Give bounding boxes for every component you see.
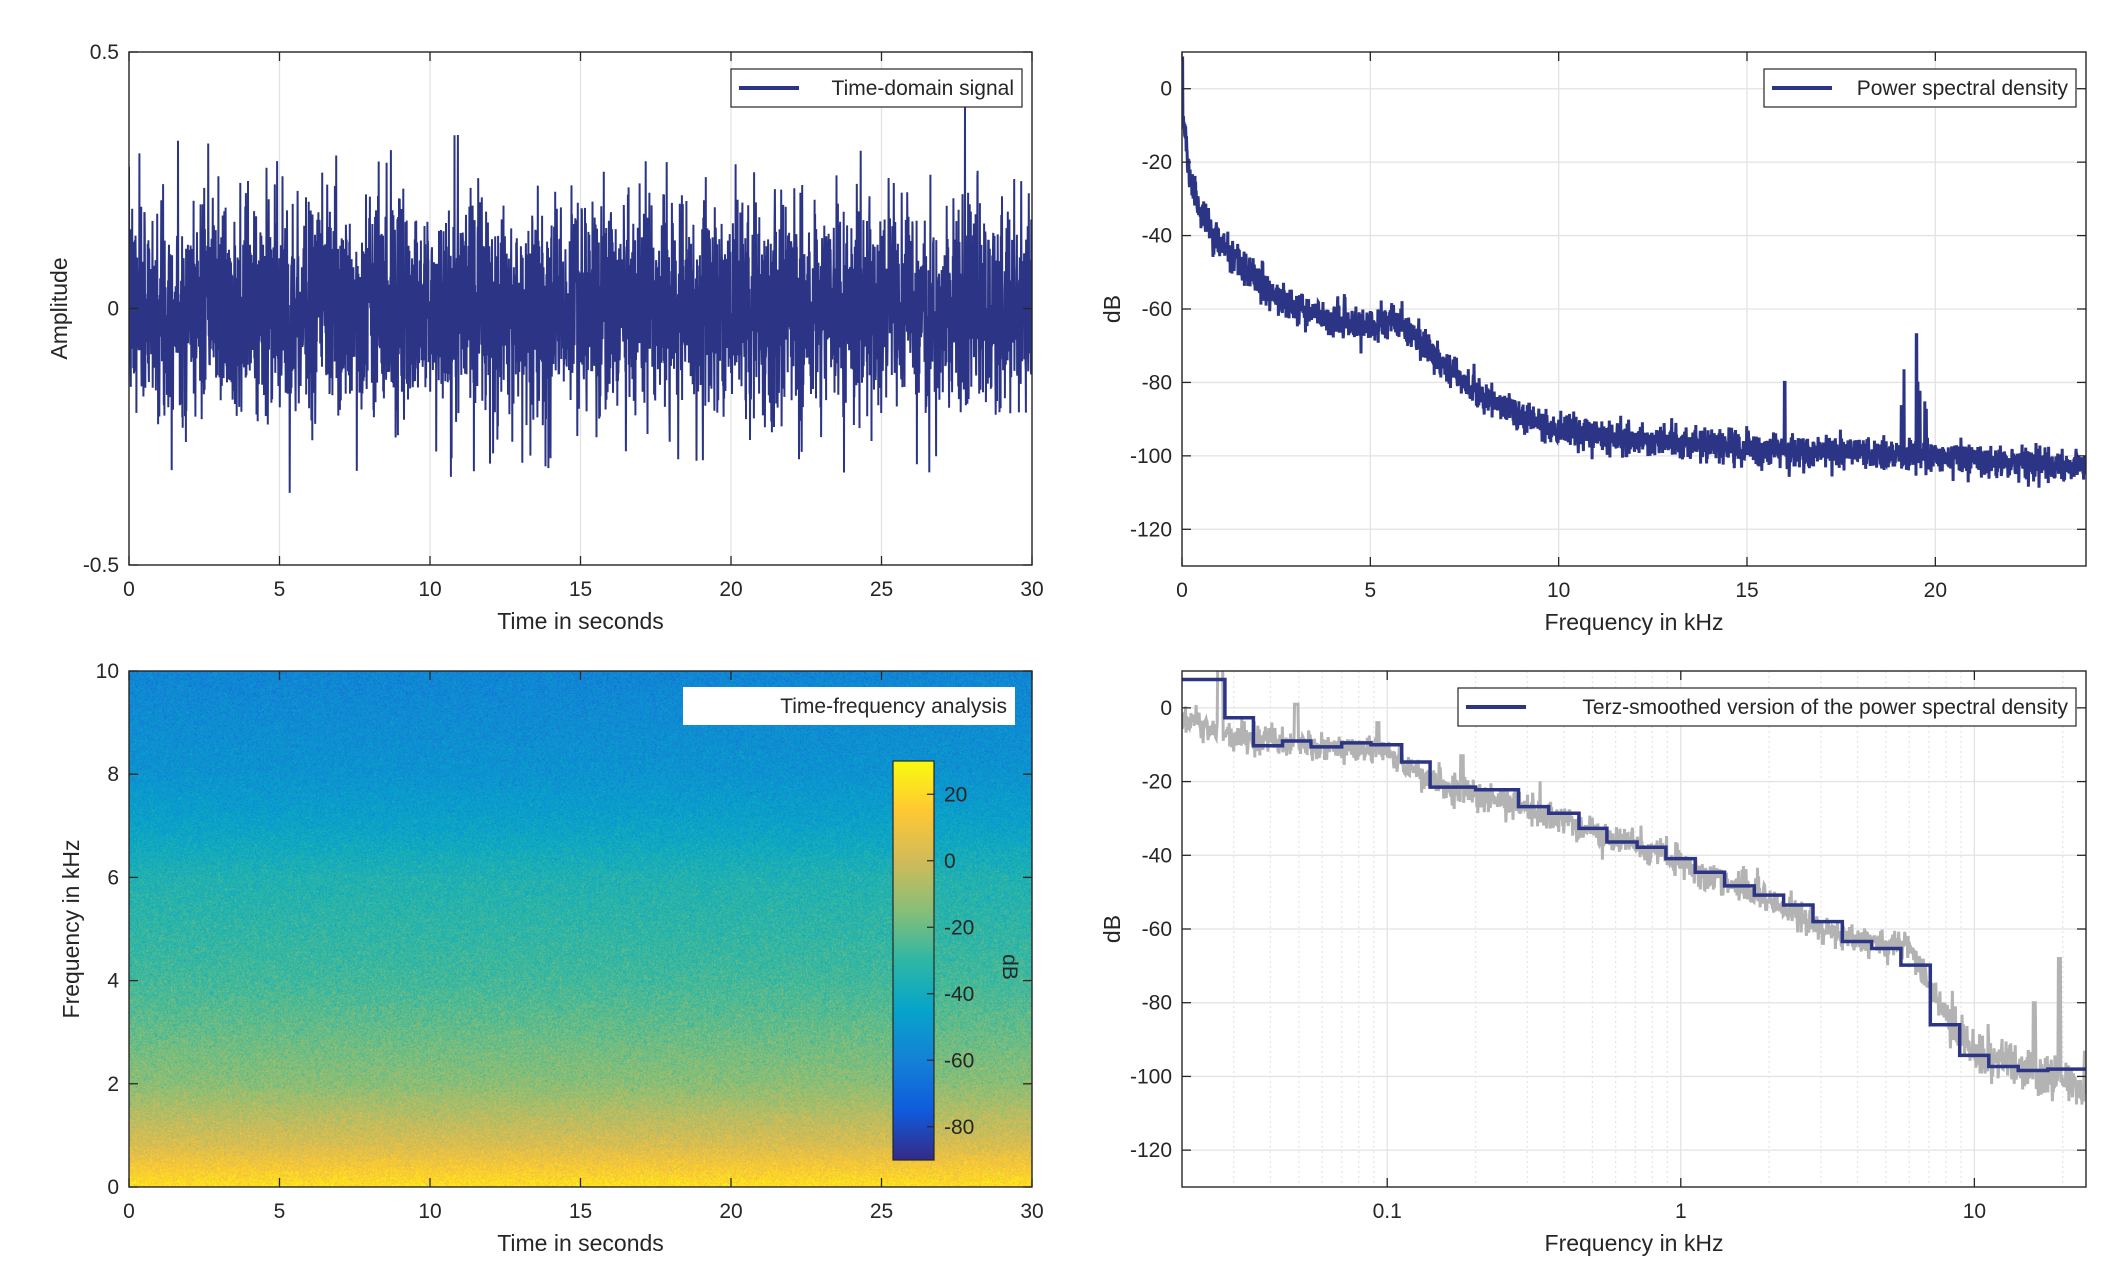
y-tick-label: 0.5 — [90, 41, 119, 64]
y-tick-label: -60 — [1142, 918, 1172, 941]
x-axis-label: Time in seconds — [497, 1230, 664, 1256]
x-tick-label: 25 — [870, 1200, 893, 1223]
colorbar-tick-label: -60 — [944, 1049, 974, 1072]
plot-content — [1182, 56, 2086, 488]
legend[interactable]: Time-domain signal — [730, 68, 1023, 108]
colorbar-tick-label: 0 — [944, 850, 956, 873]
y-tick-label: -80 — [1142, 992, 1172, 1015]
x-tick-label: 15 — [569, 578, 592, 601]
x-tick-label: 0 — [1176, 579, 1188, 602]
y-tick-label: 4 — [107, 970, 119, 993]
y-axis-label: Amplitude — [46, 257, 72, 359]
colorbar-label: dB — [998, 954, 1021, 980]
x-tick-label: 0 — [123, 578, 135, 601]
y-tick-label: -100 — [1130, 1065, 1172, 1088]
colorbar-tick-label: -40 — [944, 983, 974, 1006]
y-tick-label: -40 — [1142, 844, 1172, 867]
legend-label: Time-frequency analysis — [780, 695, 1007, 718]
terz-smoothed-line — [1182, 677, 2086, 1073]
colorbar-tick-label: -20 — [944, 916, 974, 939]
x-tick-label: 20 — [719, 1200, 742, 1223]
x-tick-label: 5 — [274, 1200, 286, 1223]
x-tick-label: 10 — [1547, 579, 1570, 602]
grid — [1182, 671, 2086, 1187]
y-tick-label: -60 — [1142, 298, 1172, 321]
y-tick-label: 2 — [107, 1073, 119, 1096]
x-tick-label: 5 — [1364, 579, 1376, 602]
legend-box — [683, 687, 1015, 725]
legend-label: Terz-smoothed version of the power spect… — [1582, 696, 2068, 719]
x-axis-label: Frequency in kHz — [1545, 1230, 1724, 1256]
y-axis-label: dB — [1099, 915, 1125, 943]
y-tick-label: 10 — [96, 660, 119, 683]
x-tick-label: 20 — [719, 578, 742, 601]
y-tick-label: 0 — [1160, 697, 1172, 720]
legend[interactable]: Time-frequency analysis — [683, 687, 1015, 725]
x-tick-label: 10 — [418, 578, 441, 601]
y-tick-label: -100 — [1130, 445, 1172, 468]
y-tick-label: -80 — [1142, 371, 1172, 394]
colorbar-gradient — [892, 760, 935, 1161]
x-tick-label: 15 — [569, 1200, 592, 1223]
y-tick-label: -120 — [1130, 518, 1172, 541]
y-axis-label: Frequency in kHz — [58, 840, 84, 1019]
x-tick-label: 1 — [1675, 1200, 1687, 1223]
y-tick-label: -20 — [1142, 151, 1172, 174]
x-tick-label: 15 — [1735, 579, 1758, 602]
legend[interactable]: Terz-smoothed version of the power spect… — [1457, 687, 2077, 727]
y-tick-label: -120 — [1130, 1139, 1172, 1162]
x-tick-label: 5 — [274, 578, 286, 601]
psd-line — [1182, 56, 2086, 488]
colorbar: -80 -60 -40 -20 0 20 dB — [892, 760, 1021, 1161]
colorbar-tick-label: 20 — [944, 783, 967, 806]
x-tick-label: 30 — [1020, 578, 1043, 601]
x-tick-label: 25 — [870, 578, 893, 601]
x-tick-label: 10 — [418, 1200, 441, 1223]
y-tick-label: 8 — [107, 763, 119, 786]
x-axis-label: Time in seconds — [497, 608, 664, 634]
plot-content — [1182, 671, 2086, 1105]
y-tick-label: -40 — [1142, 225, 1172, 248]
colorbar-tick-label: -80 — [944, 1116, 974, 1139]
x-tick-label: 10 — [1963, 1200, 1986, 1223]
legend-label: Time-domain signal — [832, 77, 1014, 100]
x-tick-label: 20 — [1924, 579, 1947, 602]
x-tick-label: 0 — [123, 1200, 135, 1223]
y-tick-label: -20 — [1142, 771, 1172, 794]
axes-3: 0 5 10 15 20 25 30 0 2 4 6 8 10 Time in seconds Freque… — [58, 660, 1044, 1256]
y-tick-label: 6 — [107, 866, 119, 889]
plot-content — [129, 106, 1032, 493]
signal-line — [129, 106, 1032, 493]
axes-2: 0 5 10 15 20 -120 -100 -80 -60 -40 -20 0 Frequency i… — [1099, 51, 2087, 635]
x-tick-label: 30 — [1020, 1200, 1043, 1223]
x-tick-label: 0.1 — [1373, 1200, 1402, 1223]
legend-box — [1457, 687, 2077, 727]
spectrogram-image — [129, 671, 1032, 1187]
y-axis-label: dB — [1099, 295, 1125, 323]
raw-psd-line — [1182, 671, 2086, 1105]
legend-box — [730, 68, 1023, 108]
axes-4: 0.1 1 10 -120 -100 -80 -60 -40 -20 0 Frequency in … — [1099, 670, 2087, 1256]
x-axis-label: Frequency in kHz — [1545, 609, 1724, 635]
y-tick-label: -0.5 — [83, 554, 119, 577]
y-tick-label: 0 — [107, 1176, 119, 1199]
legend[interactable]: Power spectral density — [1763, 68, 2077, 108]
y-tick-label: 0 — [1160, 78, 1172, 101]
y-tick-label: 0 — [107, 298, 119, 321]
legend-label: Power spectral density — [1857, 77, 2069, 100]
